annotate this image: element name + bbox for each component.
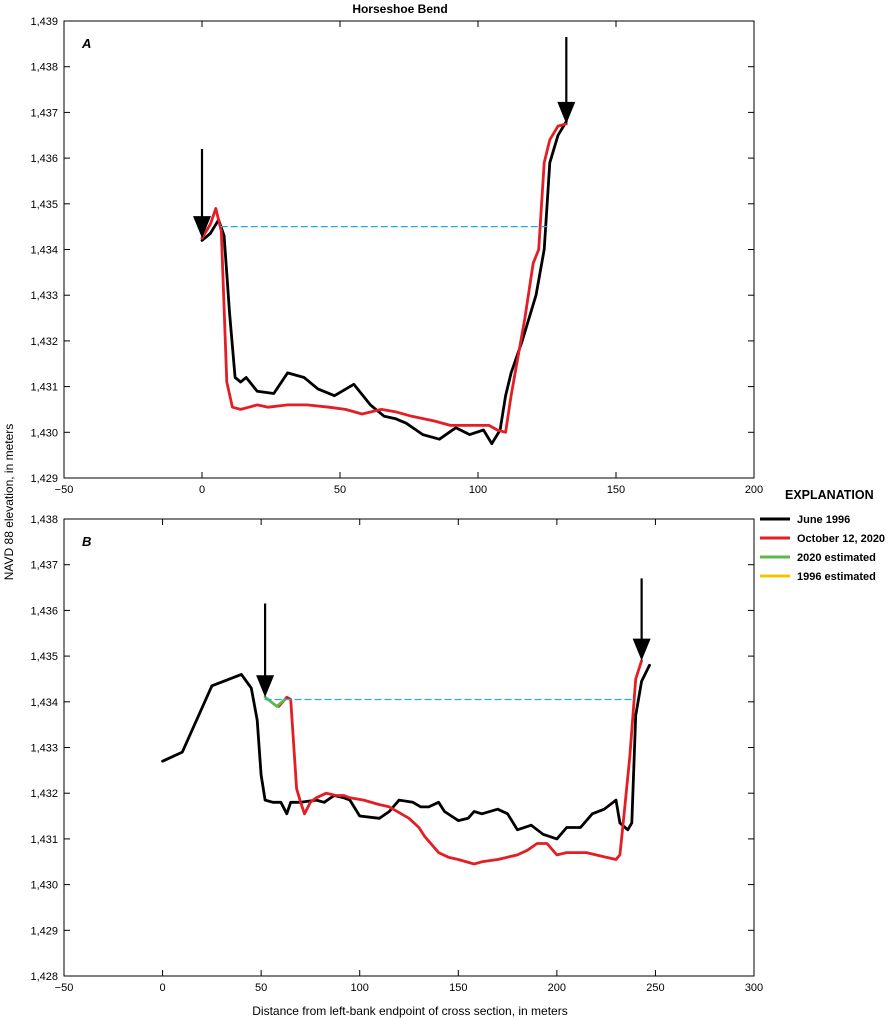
series-line-oct2020	[200, 122, 568, 434]
x-tick-label: 200	[745, 484, 763, 496]
x-tick-label: 250	[646, 982, 664, 994]
series-line-june1996	[161, 663, 651, 841]
y-tick-label: 1,438	[30, 62, 58, 74]
figure-title: Horseshoe Bend	[352, 2, 447, 16]
x-tick-label: 100	[469, 484, 487, 496]
panel-letter: A	[81, 36, 91, 51]
x-tick-label: −50	[55, 484, 74, 496]
x-tick-label: 0	[160, 982, 166, 994]
legend-label: October 12, 2020	[797, 533, 885, 545]
x-tick-label: 50	[334, 484, 346, 496]
x-tick-label: 100	[351, 982, 369, 994]
y-tick-label: 1,432	[30, 788, 58, 800]
y-tick-label: 1,433	[30, 743, 58, 755]
y-tick-label: 1,429	[30, 473, 58, 485]
y-tick-label: 1,435	[30, 651, 58, 663]
series-line-est2020	[263, 695, 287, 708]
x-axis-title: Distance from left-bank endpoint of cros…	[252, 1004, 567, 1018]
series-line-oct2020	[277, 659, 643, 866]
legend-title: EXPLANATION	[785, 488, 874, 502]
y-tick-label: 1,436	[30, 153, 58, 165]
x-tick-label: −50	[55, 982, 74, 994]
y-tick-label: 1,431	[30, 382, 58, 394]
y-tick-label: 1,430	[30, 427, 58, 439]
x-tick-label: 200	[548, 982, 566, 994]
x-tick-label: 150	[449, 982, 467, 994]
legend: EXPLANATION June 1996 October 12, 2020 202…	[760, 488, 885, 583]
x-tick-label: 150	[607, 484, 625, 496]
arrow-head	[557, 101, 576, 124]
plot-frame	[63, 20, 755, 479]
y-tick-label: 1,439	[30, 16, 58, 28]
y-tick-label: 1,435	[30, 199, 58, 211]
legend-label: June 1996	[797, 514, 850, 526]
plot-frame	[63, 518, 755, 977]
arrow-head	[632, 638, 651, 661]
panel-a-plot: 1,429 1,430 1,431 1,432 1,433 1,434 1,435 1,436…	[30, 16, 763, 496]
arrow-head	[193, 216, 211, 239]
y-tick-label: 1,432	[30, 336, 58, 348]
y-axis-title: NAVD 88 elevation, in meters	[2, 424, 16, 581]
x-tick-label: 50	[255, 982, 267, 994]
legend-label: 1996 estimated	[797, 571, 876, 583]
legend-label: 2020 estimated	[797, 552, 876, 564]
y-tick-label: 1,430	[30, 880, 58, 892]
panel-letter: B	[82, 534, 91, 549]
y-tick-label: 1,434	[30, 245, 58, 257]
x-tick-label: 0	[199, 484, 205, 496]
y-tick-label: 1,429	[30, 925, 58, 937]
y-tick-label: 1,433	[30, 290, 58, 302]
y-tick-label: 1,434	[30, 697, 58, 709]
y-tick-label: 1,431	[30, 834, 58, 846]
y-tick-label: 1,428	[30, 971, 58, 983]
y-tick-label: 1,437	[30, 560, 58, 572]
panel-b-plot: 1,428 1,429 1,430 1,431 1,432 1,433 1,434 1,435…	[30, 514, 763, 994]
y-tick-label: 1,438	[30, 514, 58, 526]
y-tick-label: 1,436	[30, 605, 58, 617]
y-tick-label: 1,437	[30, 107, 58, 119]
x-tick-label: 300	[745, 982, 763, 994]
arrow-head	[256, 675, 275, 698]
